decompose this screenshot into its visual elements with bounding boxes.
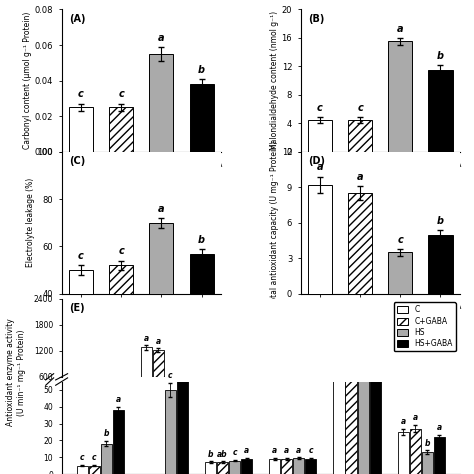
- Bar: [141, 347, 152, 403]
- Bar: [410, 428, 421, 474]
- Legend: C, C+GABA, HS, HS+GABA: C, C+GABA, HS, HS+GABA: [394, 302, 456, 351]
- Text: a: a: [296, 446, 301, 455]
- Bar: [69, 270, 93, 389]
- Text: c: c: [118, 90, 124, 100]
- Bar: [293, 458, 304, 474]
- Bar: [149, 223, 173, 389]
- Bar: [348, 193, 372, 294]
- Text: c: c: [78, 251, 84, 261]
- Y-axis label: Malondialdehyde content (nmol g⁻¹): Malondialdehyde content (nmol g⁻¹): [270, 11, 279, 150]
- Bar: [308, 185, 332, 294]
- Text: a: a: [272, 447, 277, 456]
- Bar: [434, 437, 445, 474]
- Text: a: a: [244, 446, 249, 455]
- Bar: [348, 120, 372, 152]
- Bar: [153, 350, 164, 403]
- Bar: [190, 254, 214, 389]
- Text: c: c: [118, 246, 124, 256]
- Text: a: a: [437, 423, 442, 432]
- Bar: [229, 461, 240, 474]
- Bar: [149, 54, 173, 152]
- Bar: [357, 0, 369, 474]
- Text: a: a: [397, 24, 403, 34]
- Text: (D): (D): [309, 156, 326, 166]
- Text: c: c: [232, 448, 237, 457]
- Bar: [165, 390, 176, 474]
- Bar: [398, 432, 409, 474]
- Text: a: a: [158, 33, 164, 43]
- Text: a: a: [284, 447, 289, 456]
- Bar: [308, 120, 332, 152]
- Text: a: a: [144, 334, 149, 343]
- Text: c: c: [80, 453, 84, 462]
- Bar: [428, 70, 453, 152]
- Text: c: c: [309, 447, 313, 456]
- Bar: [89, 465, 100, 474]
- Text: ab: ab: [217, 450, 228, 459]
- Bar: [69, 107, 93, 152]
- Text: b: b: [103, 429, 109, 438]
- Text: (B): (B): [309, 14, 325, 24]
- Bar: [422, 452, 433, 474]
- Text: a: a: [317, 162, 323, 173]
- Bar: [190, 84, 214, 152]
- Text: a: a: [357, 172, 364, 182]
- Text: (A): (A): [70, 14, 86, 24]
- Text: a: a: [401, 417, 406, 426]
- Bar: [346, 0, 356, 474]
- Text: b: b: [198, 64, 205, 74]
- Y-axis label: Carbonyl content (μmol g⁻¹ Protein): Carbonyl content (μmol g⁻¹ Protein): [23, 12, 32, 149]
- Bar: [281, 459, 292, 474]
- Text: c: c: [168, 372, 173, 381]
- Text: b: b: [425, 439, 430, 448]
- Text: c: c: [78, 90, 84, 100]
- Text: b: b: [208, 450, 213, 459]
- Bar: [109, 265, 133, 389]
- Bar: [100, 444, 112, 474]
- Bar: [305, 459, 317, 474]
- Text: a: a: [158, 204, 164, 214]
- Text: c: c: [397, 235, 403, 245]
- Bar: [205, 462, 216, 474]
- Text: (C): (C): [70, 156, 86, 166]
- Text: (E): (E): [70, 302, 85, 312]
- Bar: [333, 0, 345, 474]
- Text: c: c: [357, 102, 363, 113]
- Bar: [269, 459, 280, 474]
- Bar: [177, 0, 188, 474]
- Bar: [76, 465, 88, 474]
- Text: b: b: [198, 235, 205, 245]
- Text: a: a: [156, 337, 161, 346]
- Bar: [370, 0, 381, 474]
- Text: c: c: [317, 102, 323, 113]
- Bar: [241, 459, 252, 474]
- Bar: [388, 42, 412, 152]
- Text: b: b: [437, 216, 444, 226]
- Text: c: c: [92, 453, 96, 462]
- Bar: [388, 252, 412, 294]
- Y-axis label: Total antioxidant capacity (U mg⁻¹ Protein): Total antioxidant capacity (U mg⁻¹ Prote…: [270, 141, 279, 305]
- Bar: [109, 107, 133, 152]
- Y-axis label: Electrolyte leakage (%): Electrolyte leakage (%): [26, 178, 35, 267]
- Bar: [428, 235, 453, 294]
- Bar: [217, 462, 228, 474]
- Text: a: a: [413, 413, 418, 422]
- Text: a: a: [116, 395, 121, 404]
- Text: b: b: [437, 51, 444, 61]
- Bar: [113, 410, 124, 474]
- Y-axis label: Antioxidant enzyme activity
(U min⁻¹ mg⁻¹ Protein): Antioxidant enzyme activity (U min⁻¹ mg⁻…: [6, 319, 26, 426]
